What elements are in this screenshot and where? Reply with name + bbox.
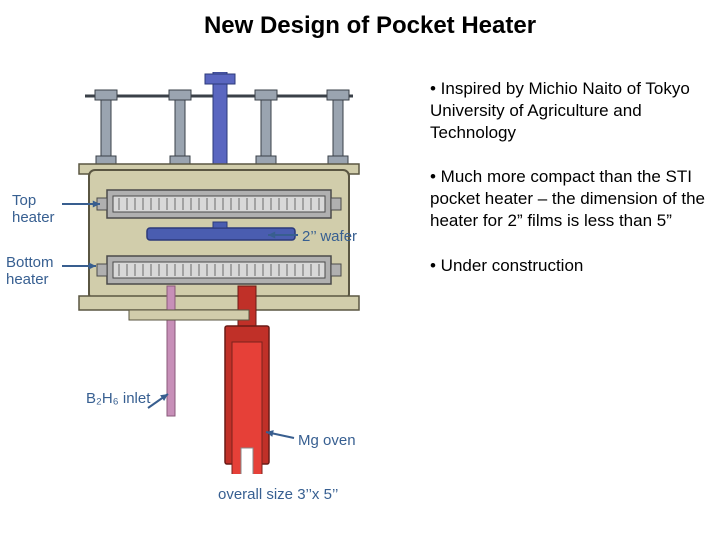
label-mg-oven: Mg oven [298,432,356,449]
label-wafer: 2’’ wafer [302,228,357,245]
bullet-item: • Inspired by Michio Naito of Tokyo Univ… [430,78,710,144]
bullet-item: • Under construction [430,255,710,277]
bullet-item: • Much more compact than the STI pocket … [430,166,710,232]
label-overall: overall size 3’’x 5’’ [218,486,338,503]
label-top-heater: Top heater [12,192,55,226]
bullet-list: • Inspired by Michio Naito of Tokyo Univ… [430,78,710,299]
label-b2h6: B₂H₆ inlet [86,390,150,407]
label-bottom-heater: Bottom heater [6,254,54,288]
page-title: New Design of Pocket Heater [150,12,590,40]
heater-diagram [75,72,395,474]
